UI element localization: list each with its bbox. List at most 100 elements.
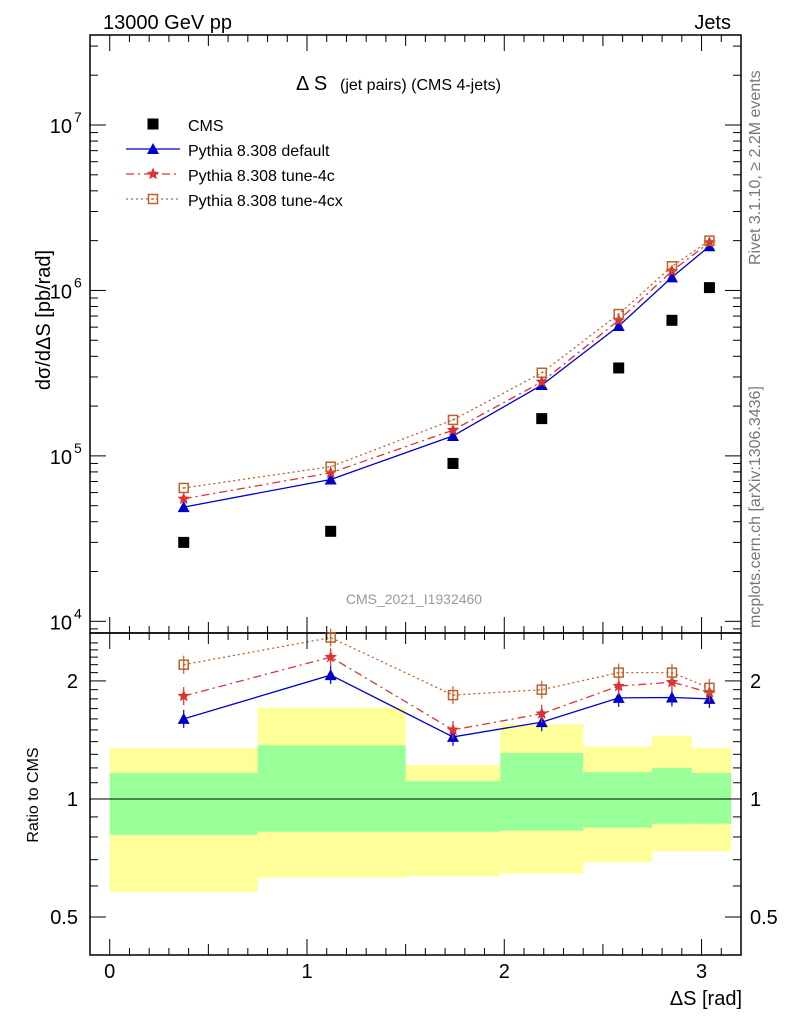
main-point-2-2 — [446, 423, 460, 436]
main-y-axis-label: dσ/dΔS [pb/rad] — [33, 250, 55, 390]
inner-band-bin-5 — [652, 767, 692, 824]
ratio-panel: Ratio to CMS ΔS [rad] 0.5 0.5 1 1 2 2 — [25, 628, 778, 1010]
plot-title-sub: (jet pairs) (CMS 4-jets) — [340, 77, 501, 94]
main-point-0-6 — [703, 282, 715, 294]
ratio-point-2-0-box — [178, 659, 189, 670]
ratio-y-tick-label-right: 0.5 — [750, 907, 778, 929]
legend-marker-3 — [147, 193, 159, 205]
main-point-3-6-dot — [708, 239, 711, 242]
ratio-point-2-2-dot — [452, 694, 454, 697]
main-point-3-5-dot — [671, 265, 673, 268]
main-point-0-1 — [325, 525, 337, 537]
main-point-1-4 — [612, 319, 625, 331]
ratio-point-2-0-dot — [182, 663, 185, 666]
main-point-2-0 — [177, 492, 190, 505]
main-series-1 — [177, 240, 716, 513]
process-label: Jets — [694, 12, 731, 34]
main-point-0-2 — [447, 457, 459, 469]
legend-marker-3-box — [147, 193, 159, 205]
ratio-y-tick-label-left: 1 — [67, 789, 78, 811]
ratio-y-axis-label: Ratio to CMS — [25, 747, 42, 842]
main-y-tick-label: 10 — [50, 281, 72, 303]
legend: CMS Pythia 8.308 default Pythia 8.308 tu… — [126, 118, 343, 210]
main-point-3-2 — [447, 414, 459, 426]
main-series-line-3 — [183, 240, 710, 489]
legend-marker-0 — [147, 118, 159, 130]
main-point-3-1-dot — [329, 465, 332, 468]
ratio-point-2-6-dot — [708, 686, 711, 689]
ratio-point-2-0 — [178, 659, 189, 670]
ratio-series-1 — [177, 648, 716, 739]
main-point-3-6-box — [704, 235, 715, 246]
main-point-3-4-box — [613, 308, 624, 320]
ratio-point-2-4-box — [613, 667, 624, 678]
main-point-3-1 — [325, 461, 336, 472]
x-tick-label: 2 — [499, 961, 510, 983]
main-series-3 — [178, 235, 715, 494]
main-series-line-1 — [183, 245, 710, 508]
ratio-point-2-4 — [613, 667, 624, 678]
x-tick-label: 0 — [104, 961, 115, 983]
ratio-point-1-0 — [177, 689, 190, 702]
main-point-0-5 — [666, 314, 678, 326]
legend-marker-1 — [147, 143, 159, 154]
ratio-y-ticks: 0.5 0.5 1 1 2 2 — [50, 642, 778, 929]
mcplots-label: mcplots.cern.ch [arXiv:1306.3436] — [747, 386, 764, 628]
main-point-2-1 — [324, 466, 337, 479]
rivet-version-label: Rivet 3.1.10, ≥ 2.2M events — [747, 70, 764, 265]
ratio-y-tick-label-left: 2 — [67, 671, 78, 693]
ratio-point-2-6 — [704, 682, 715, 694]
ratio-y-tick-label-left: 0.5 — [50, 907, 78, 929]
main-y-tick-label: 10 — [50, 612, 72, 634]
main-point-0-0 — [178, 536, 190, 548]
ratio-series-line-2 — [183, 636, 710, 696]
main-y-tick-exponent: 6 — [74, 274, 82, 290]
legend-marker-2 — [146, 167, 160, 180]
main-point-3-0-dot — [182, 487, 185, 489]
energy-label: 13000 GeV pp — [103, 12, 232, 34]
analysis-watermark: CMS_2021_I1932460 — [346, 591, 482, 607]
main-point-0-3 — [536, 413, 548, 425]
main-point-3-2-box — [447, 414, 459, 426]
main-series-line-2 — [183, 241, 710, 500]
main-y-tick-label: 10 — [50, 447, 72, 469]
main-series-0 — [178, 282, 715, 548]
main-point-3-0-box — [178, 482, 189, 494]
ratio-point-2-1 — [325, 632, 336, 643]
ratio-point-2-1-dot — [329, 636, 332, 639]
legend-label-tune4c: Pythia 8.308 tune-4c — [188, 168, 335, 185]
main-point-3-4 — [613, 308, 624, 320]
main-point-1-1 — [324, 473, 337, 485]
main-y-tick-exponent: 5 — [74, 440, 82, 456]
ratio-point-1-4 — [612, 679, 625, 692]
main-point-3-3 — [536, 367, 548, 379]
inner-band-bin-1 — [257, 745, 406, 832]
ratio-point-0-0 — [177, 712, 190, 724]
inner-band-bin-0 — [109, 772, 258, 835]
ratio-point-2-3-box — [536, 684, 548, 695]
ratio-point-1-3 — [535, 707, 548, 719]
x-ticks: 0 1 2 3 — [104, 35, 722, 983]
main-point-1-2 — [446, 429, 459, 441]
ratio-point-0-5 — [665, 691, 678, 703]
legend-marker-3-dot — [152, 198, 154, 200]
ratio-frame — [89, 632, 742, 956]
main-point-3-4-dot — [617, 313, 620, 315]
ratio-point-0-4 — [612, 691, 625, 703]
ratio-y-tick-label-right: 2 — [750, 671, 761, 693]
main-point-3-2-dot — [452, 419, 454, 421]
ratio-point-2-1-box — [325, 632, 336, 643]
main-y-tick-label: 10 — [50, 116, 72, 138]
main-point-3-1-box — [325, 461, 336, 472]
main-point-3-3-dot — [540, 371, 543, 374]
main-point-3-3-box — [536, 367, 548, 379]
main-point-1-5 — [665, 271, 678, 283]
inner-band-bin-2 — [405, 781, 501, 832]
ratio-uncertainty-bands — [109, 707, 732, 892]
ratio-point-0-1 — [324, 669, 337, 681]
main-y-tick-exponent: 4 — [74, 605, 82, 621]
main-point-3-5 — [666, 261, 678, 272]
ratio-point-2-4-dot — [617, 671, 620, 674]
